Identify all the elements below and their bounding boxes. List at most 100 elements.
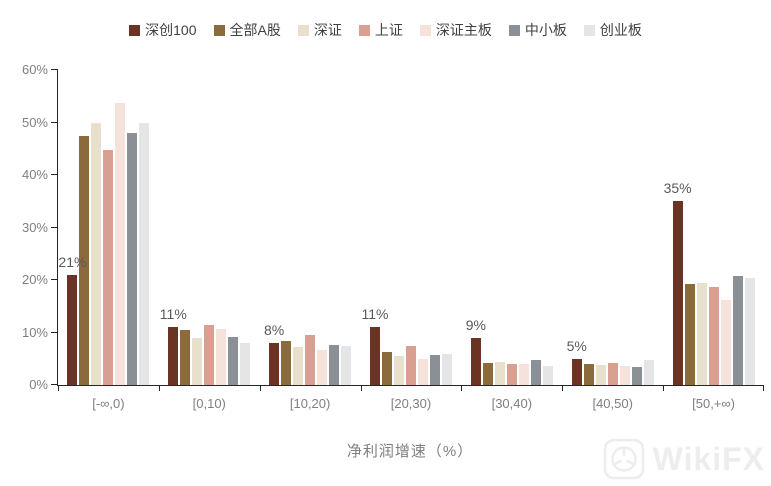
legend-swatch [129,24,141,36]
bar-中小板 [127,133,138,385]
bar-创业板 [341,346,352,385]
x-category-label: [10,20) [289,396,331,411]
wikifx-logo-icon [603,438,644,480]
x-axis-tick [663,385,665,391]
legend-swatch [358,24,370,36]
legend-label: 深创100 [145,22,197,38]
bar-group: 21% [58,70,159,385]
bar-value-label: 35% [663,180,692,197]
bar-深创100 [571,358,582,385]
legend-label: 全部A股 [229,22,281,38]
legend-label: 中小板 [524,22,567,38]
bar-深创100 [672,201,683,385]
x-axis-tick [58,385,59,391]
legend-label: 深证 [313,22,342,38]
bar-中小板 [329,344,340,385]
bar-全部A股 [79,135,90,385]
bar-全部A股 [684,284,695,385]
legend-swatch [583,24,595,36]
bar-group: 11% [361,70,462,385]
x-axis-title: 净利润增速（%） [346,443,474,460]
x-category-label: [20,30) [390,396,432,411]
bar-创业板 [643,360,654,385]
y-axis-label: 60% [21,62,48,77]
bar-value-label: 8% [264,322,285,338]
x-category-label: [0,10) [192,396,226,411]
x-category-label: [50,+∞) [692,396,735,411]
legend-item-深证: 深证 [297,20,342,40]
bar-创业板 [441,353,452,385]
bar-深证主板 [317,350,328,385]
bar-全部A股 [583,364,594,385]
bar-group: 11% [159,70,260,385]
bar-上证 [103,149,114,385]
bar-深证 [595,364,606,385]
bar-中小板 [228,336,239,385]
bar-上证 [607,363,618,385]
bar-深证主板 [720,299,731,385]
x-axis-tick [461,385,463,391]
watermark-text: WikiFX [652,440,765,477]
bar-深证 [192,337,203,385]
bar-深证 [393,356,404,385]
x-category-label: [40,50) [592,396,633,411]
bar-上证 [708,287,719,385]
bar-中小板 [429,354,440,385]
legend-item-深创100: 深创100 [129,20,197,40]
bar-深证主板 [417,358,428,385]
bar-深创100 [67,274,78,385]
y-axis-label: 40% [21,167,48,182]
legend-swatch [508,24,520,36]
bar-value-label: 9% [465,316,486,333]
bar-深证主板 [115,102,126,385]
bar-group: 9% [461,70,562,385]
legend: 深创100 全部A股 深证 上证 深证主板 中小板 创业板 [0,20,771,40]
legend-item-创业板: 创业板 [583,20,642,40]
bar-上证 [506,364,517,385]
legend-item-全部A股: 全部A股 [213,20,281,40]
bar-全部A股 [482,362,493,385]
bar-深证 [696,282,707,385]
bar-中小板 [530,359,541,385]
bar-深证主板 [619,365,630,385]
bar-value-label: 11% [361,306,389,323]
y-axis-tick [51,121,58,123]
bar-上证 [305,335,316,385]
bar-value-label: 21% [58,253,87,270]
x-axis-tick [360,385,362,391]
bar-深证主板 [518,364,529,385]
legend-swatch [419,24,431,36]
bar-创业板 [542,365,553,385]
bar-深证 [293,346,304,385]
bar-深创100 [168,327,179,385]
bar-group: 5% [562,70,663,385]
plot-area: 0% 10% 20% 30% 40% 50% 60% 21% [-∞,0) 11% [0,10) 8%… [22,62,764,411]
bar-中小板 [631,367,642,385]
bar-group: 8% [260,70,361,385]
bar-全部A股 [381,351,392,385]
x-category-label: [-∞,0) [92,396,125,411]
bar-全部A股 [180,330,191,385]
x-axis-tick [562,385,564,391]
bar-深创100 [470,337,481,385]
bar-深证 [91,122,102,385]
x-axis-tick [763,385,764,391]
y-axis-label: 50% [21,114,48,130]
y-axis-tick [51,69,58,70]
bar-深创100 [269,343,280,385]
bar-上证 [204,325,215,385]
legend-item-上证: 上证 [358,20,403,40]
legend-item-深证主板: 深证主板 [419,20,492,40]
bar-创业板 [139,122,150,385]
bar-创业板 [240,343,251,385]
bar-深创100 [369,327,380,385]
bar-中小板 [732,276,743,385]
legend-label: 创业板 [599,22,642,38]
y-axis-tick [51,331,58,333]
bar-创业板 [744,278,755,385]
bar-value-label: 11% [159,306,187,323]
bar-深证 [494,362,505,385]
bar-group: 35% [663,70,764,385]
legend-label: 上证 [374,22,403,38]
bar-value-label: 5% [566,337,587,354]
